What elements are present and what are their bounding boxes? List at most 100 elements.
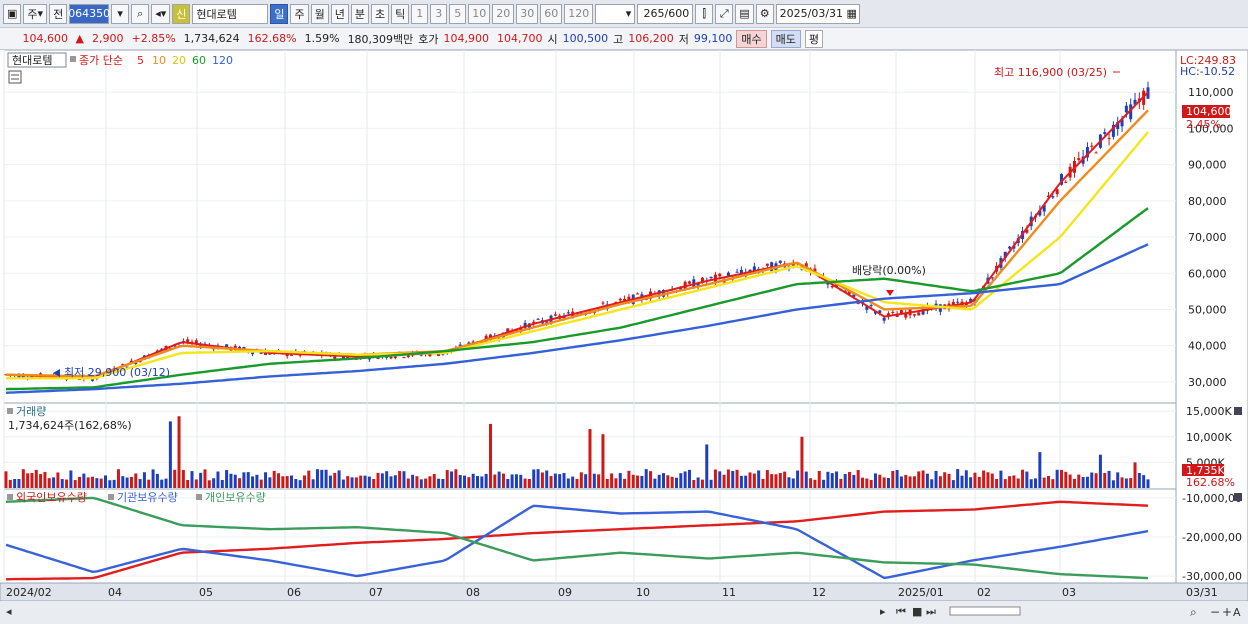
volume-bar <box>341 479 345 488</box>
candle-body <box>333 356 337 359</box>
volume-bar <box>30 472 34 488</box>
tab-tick[interactable]: 틱 <box>391 3 410 24</box>
scroll-left-icon[interactable]: ◂ <box>6 605 12 618</box>
volume-bar <box>566 478 570 488</box>
interval-3[interactable]: 3 <box>430 3 448 24</box>
draw-tool-icon[interactable]: ⤢ <box>715 3 734 24</box>
code-dropdown-icon[interactable]: ▾ <box>111 3 130 24</box>
volume-bar <box>65 479 69 488</box>
volume-bar <box>1107 470 1111 488</box>
date-input[interactable]: 2025/03/31 ▦ <box>775 3 860 24</box>
volume-bar <box>134 473 138 488</box>
volume-bar <box>835 471 839 488</box>
volume-bar <box>813 479 817 488</box>
zoom-out-icon[interactable]: − <box>1210 605 1220 619</box>
chart-area[interactable]: 110,000 100,000 90,000 80,000 70,000 60,000 50… <box>0 49 1248 621</box>
stock-code-input[interactable]: 064350 <box>68 3 110 24</box>
stock-legend-box[interactable] <box>7 52 67 68</box>
volume-bar <box>26 473 30 488</box>
interval-120[interactable]: 120 <box>564 3 594 24</box>
scroll-right-icon[interactable]: ▸ <box>880 605 886 618</box>
volume-bar <box>406 478 410 488</box>
tab-week[interactable]: 주 <box>290 3 309 24</box>
volume-bar <box>160 479 164 488</box>
interval-10[interactable]: 10 <box>468 3 491 24</box>
period-dropdown[interactable]: 주 ▾ <box>23 3 48 24</box>
volume-bar <box>553 473 557 488</box>
x-tick-label: 10 <box>636 586 650 599</box>
candle-body <box>1038 210 1042 216</box>
calculator-icon[interactable] <box>8 70 22 84</box>
interval-30[interactable]: 30 <box>516 3 539 24</box>
holding-panel[interactable] <box>3 488 1177 584</box>
count-input[interactable]: 265/600 <box>637 3 694 24</box>
buy-button[interactable]: 매수 <box>736 29 767 48</box>
holding-close-icon[interactable] <box>1234 493 1242 501</box>
tab-year[interactable]: 년 <box>330 3 349 24</box>
zoom-slider[interactable] <box>949 606 1021 616</box>
candle-body <box>739 269 743 274</box>
open-label: 시 <box>547 32 558 46</box>
interval-input[interactable]: ▾ <box>595 3 636 24</box>
chart-svg[interactable]: 110,000100,00090,00080,00070,00060,00050… <box>0 49 1248 621</box>
volume-bar <box>328 475 332 488</box>
volume-bar <box>787 477 791 488</box>
sell-button[interactable]: 매도 <box>770 29 801 48</box>
candle-body <box>186 339 190 344</box>
volume-bar <box>826 471 830 488</box>
zoom-in-icon[interactable]: + <box>1222 605 1232 619</box>
tab-day[interactable]: 일 <box>270 3 289 24</box>
volume-bar <box>488 423 492 488</box>
interval-1[interactable]: 1 <box>411 3 429 24</box>
interval-5[interactable]: 5 <box>449 3 467 24</box>
volume-bar <box>1021 469 1025 488</box>
volume-bar <box>233 474 237 488</box>
volume-bar <box>1085 476 1089 488</box>
sound-icon[interactable]: ◂▾ <box>151 3 171 24</box>
nav-last-icon[interactable]: ⏭ <box>926 605 936 618</box>
volume-close-icon[interactable] <box>1234 407 1242 415</box>
scroll-bar[interactable] <box>0 601 1248 621</box>
gear-icon[interactable]: ⚙ <box>755 3 774 24</box>
save-icon[interactable]: ▤ <box>735 3 754 24</box>
volume-bar <box>770 474 774 488</box>
volume-bar <box>800 436 804 488</box>
low-price: 99,100 <box>693 32 733 45</box>
search-icon[interactable]: ⌕ <box>131 3 150 24</box>
candle-body <box>1116 122 1120 130</box>
chart-type-icon[interactable]: ▣ <box>3 3 22 24</box>
search-zoom-icon[interactable]: ⌕ <box>1190 605 1197 619</box>
candle-body <box>441 353 445 355</box>
interval-20[interactable]: 20 <box>492 3 515 24</box>
candle-body <box>1003 251 1007 258</box>
volume-bar <box>964 470 968 488</box>
candle-icon[interactable]: ⫿ <box>695 3 714 24</box>
font-size-icon[interactable]: A <box>1233 606 1241 619</box>
nav-stop-icon[interactable]: ■ <box>912 605 922 618</box>
x-tick-label: 09 <box>558 586 572 599</box>
volume-bar <box>817 471 821 488</box>
volume-bar <box>739 475 743 488</box>
volume-bar <box>925 473 929 488</box>
compare-button[interactable]: 전 <box>49 3 68 24</box>
volume-bar <box>532 469 536 488</box>
volume-bar <box>649 471 653 488</box>
volume-bar <box>281 476 285 488</box>
price-panel[interactable] <box>3 49 1177 404</box>
volume-bar <box>623 478 627 488</box>
volume-bar <box>173 469 177 488</box>
volume-bar <box>333 472 337 488</box>
volume-bar <box>536 469 540 488</box>
volume-bar <box>878 474 882 488</box>
volume-bar <box>1081 476 1085 488</box>
evaluate-button[interactable]: 평 <box>804 29 824 48</box>
volume-bar <box>748 472 752 488</box>
price-value: 104,600 <box>22 32 69 45</box>
volume-bar <box>13 479 17 488</box>
nav-first-icon[interactable]: ⏮ <box>896 605 906 618</box>
tab-month[interactable]: 월 <box>310 3 329 24</box>
tab-minute[interactable]: 분 <box>350 3 369 24</box>
stock-name-field[interactable]: 현대로템 <box>192 3 269 24</box>
tab-second[interactable]: 초 <box>370 3 390 24</box>
interval-60[interactable]: 60 <box>540 3 563 24</box>
